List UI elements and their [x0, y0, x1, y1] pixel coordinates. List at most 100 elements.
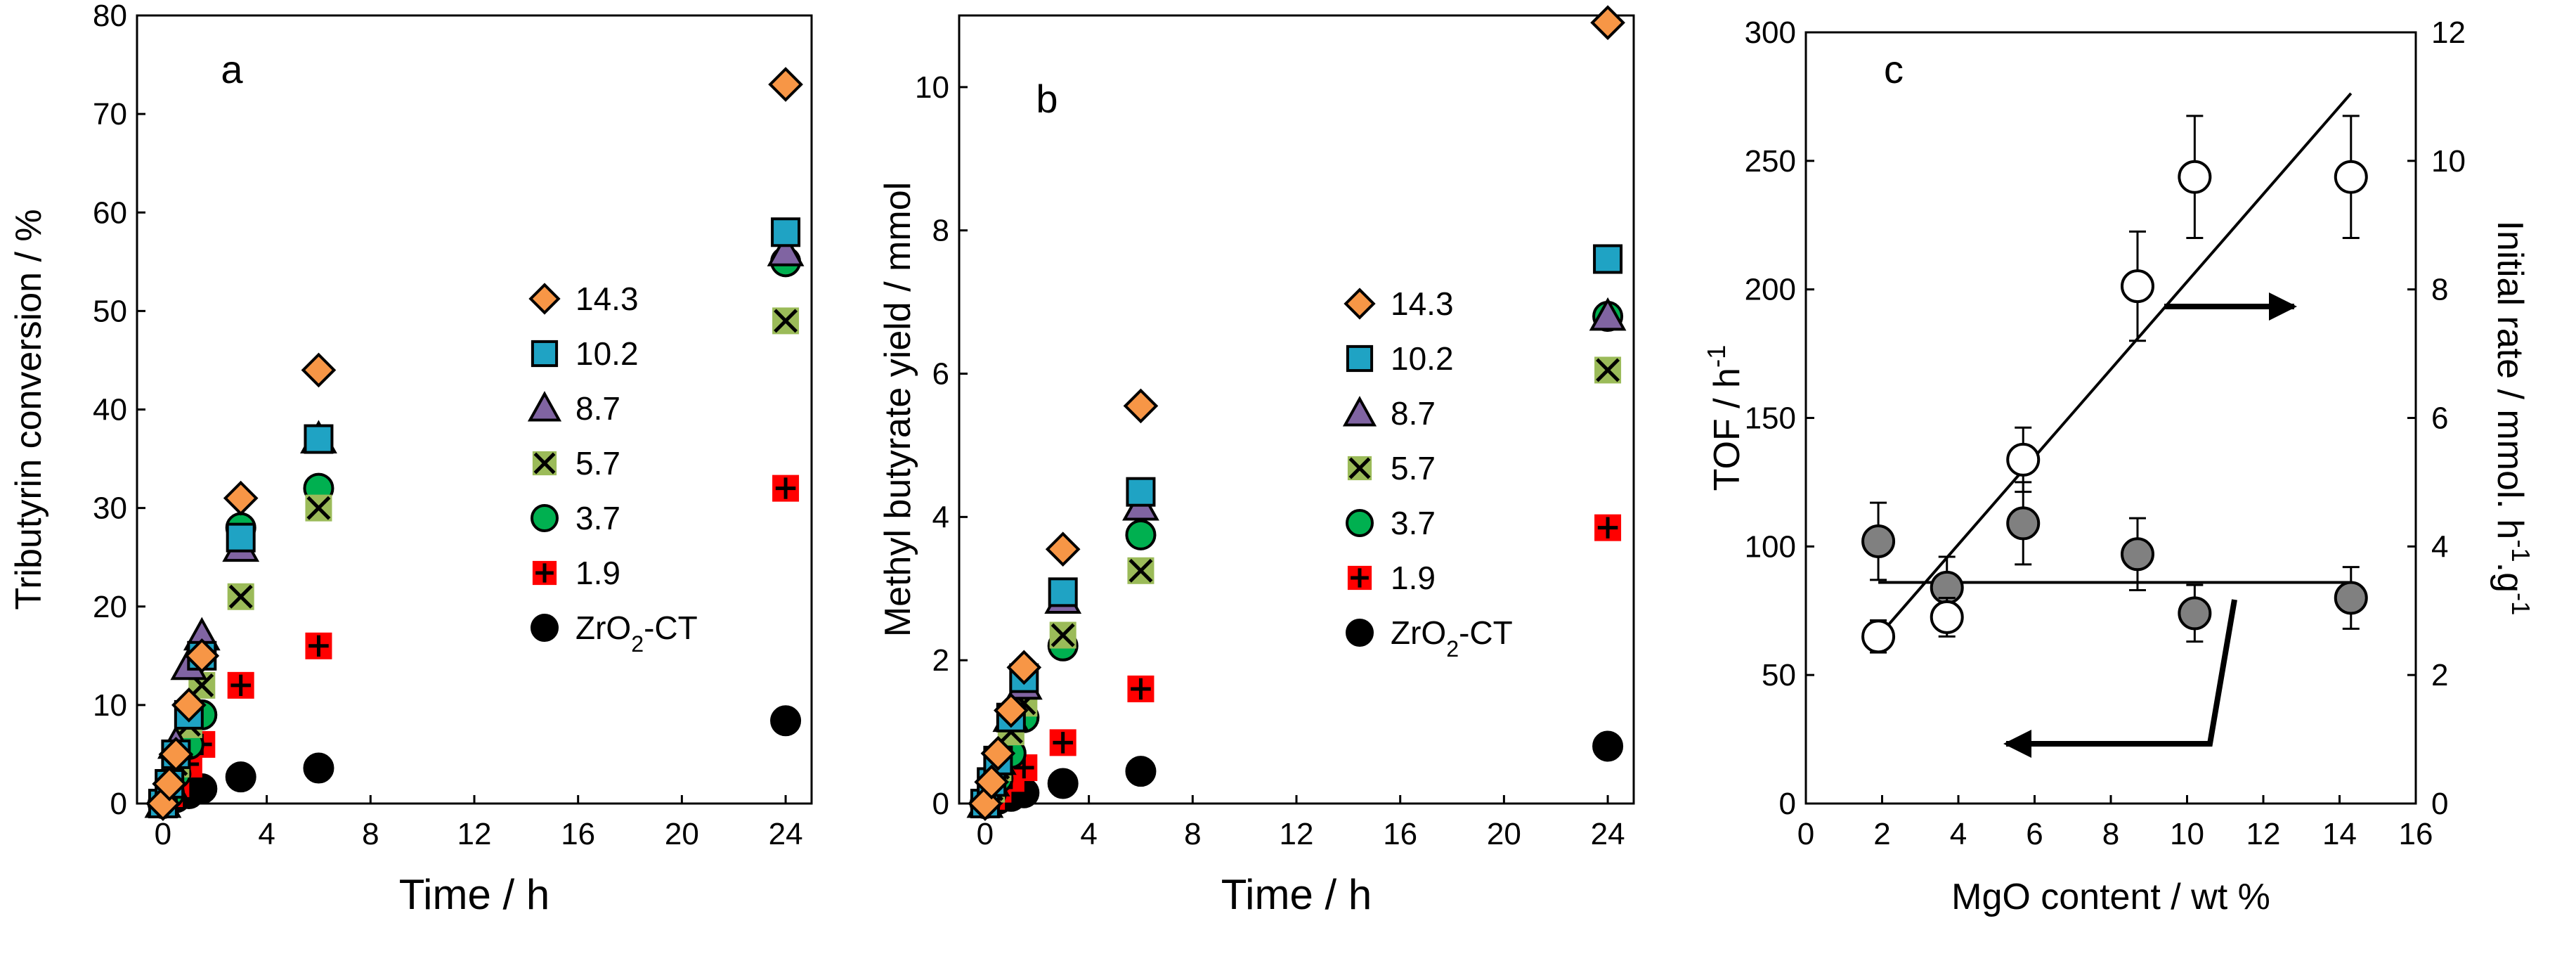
text-part: TOF / h	[1707, 368, 1748, 491]
legend-label: 5.7	[575, 445, 620, 482]
arrow-left-axis	[2003, 599, 2237, 758]
data-point	[227, 583, 254, 610]
legend-marker	[532, 451, 557, 476]
data-point	[152, 766, 187, 801]
panel-label: b	[1036, 77, 1058, 121]
data-point	[305, 632, 332, 659]
y-tick-label: 250	[1745, 144, 1796, 179]
series-tof	[1861, 481, 2368, 643]
series-14.3	[145, 67, 803, 821]
data-point	[303, 752, 334, 784]
y2-tick-label: 2	[2431, 658, 2448, 692]
y-axis-title: Methyl butyrate yield / mmol	[878, 182, 918, 637]
legend-marker-plus	[1351, 568, 1369, 588]
data-point	[994, 692, 1029, 728]
legend-marker	[1346, 344, 1374, 373]
y2-tick-label: 8	[2431, 273, 2448, 307]
data-point-plus	[775, 477, 796, 499]
data-point	[2334, 581, 2368, 615]
y-tick-label: 0	[110, 787, 127, 821]
data-point	[1127, 557, 1154, 584]
data-point	[2178, 596, 2212, 631]
data-point-plus	[1053, 732, 1073, 754]
data-point	[768, 67, 803, 102]
data-point	[2120, 537, 2154, 572]
y2-axis-title: Initial rate / mmol. h-1.g-1	[2490, 221, 2536, 616]
data-point	[2120, 269, 2154, 304]
data-point-plus	[308, 635, 329, 657]
text-part: .g	[2490, 562, 2530, 593]
text-part: 2	[1446, 636, 1459, 662]
legend-label: 14.3	[575, 280, 639, 317]
data-point	[304, 424, 334, 454]
y-tick-label: 50	[93, 294, 127, 328]
text-part: -CT	[1459, 614, 1513, 651]
series-14.3	[968, 5, 1625, 821]
x-tick-label: 0	[1797, 817, 1814, 851]
text-part: ZrO	[1391, 614, 1446, 651]
x-tick-label: 4	[258, 817, 275, 851]
legend-marker	[1346, 619, 1374, 647]
text-part: 8.7	[1391, 395, 1436, 432]
series-5.7	[149, 307, 800, 817]
data-point	[1592, 730, 1624, 762]
text-part: -1	[2507, 593, 2536, 615]
legend-marker-plus	[535, 563, 554, 583]
data-point	[1125, 756, 1157, 787]
text-part: 5.7	[575, 445, 620, 482]
text-part: -CT	[644, 610, 698, 646]
y-tick-label: 20	[93, 590, 127, 624]
x-tick-label: 24	[769, 817, 803, 851]
data-point-plus	[1597, 517, 1618, 538]
x-tick-label: 2	[1873, 817, 1890, 851]
legend-label: 5.7	[1391, 450, 1436, 486]
data-point	[1123, 388, 1159, 424]
legend-marker-cross	[533, 452, 556, 475]
data-point	[225, 761, 256, 793]
legend-label: 10.2	[575, 335, 639, 372]
y-tick-label: 10	[915, 70, 949, 105]
x-tick-label: 4	[1950, 817, 1967, 851]
legend-marker	[1347, 456, 1372, 481]
data-point	[1593, 244, 1623, 274]
x-tick-label: 12	[457, 817, 492, 851]
x-axis-title: Time / h	[1221, 871, 1372, 918]
legend-label: 10.2	[1391, 340, 1454, 377]
y-tick-label: 40	[93, 393, 127, 427]
data-point	[305, 494, 332, 522]
data-point-cross	[228, 584, 253, 609]
data-point	[1125, 519, 1157, 550]
y-tick-label: 0	[932, 787, 949, 821]
y-tick-label: 100	[1745, 529, 1796, 564]
text-part: 10.2	[575, 335, 639, 372]
x-tick-label: 16	[2399, 817, 2433, 851]
legend-marker	[531, 614, 559, 642]
y-tick-label: 200	[1745, 273, 1796, 307]
y-axis-title: Tributyrin conversion / %	[8, 209, 49, 610]
data-point-plus	[1131, 678, 1151, 700]
y2-tick-label: 12	[2431, 15, 2466, 50]
data-point-cross	[774, 309, 798, 333]
data-point	[772, 307, 800, 335]
y-tick-label: 8	[932, 214, 949, 248]
x-tick-label: 24	[1591, 817, 1625, 851]
x-tick-label: 4	[1080, 817, 1097, 851]
legend-label: 14.3	[1391, 285, 1454, 322]
fit-line	[1877, 92, 2353, 638]
y-tick-label: 4	[932, 500, 949, 534]
text-part: 8.7	[575, 390, 620, 427]
y-tick-label: 50	[1762, 658, 1796, 692]
data-point	[2006, 506, 2041, 541]
legend-marker-cross	[1348, 457, 1371, 479]
text-part: -1	[2507, 539, 2536, 562]
text-part: 5.7	[1391, 450, 1436, 486]
legend-marker	[528, 283, 561, 315]
legend-marker	[1342, 396, 1377, 427]
panel-label: a	[221, 47, 243, 91]
text-part: 10.2	[1391, 340, 1454, 377]
text-part: 14.3	[575, 280, 639, 317]
legend-marker	[531, 504, 559, 532]
text-part: -1	[1702, 345, 1731, 368]
data-point	[1590, 5, 1625, 41]
